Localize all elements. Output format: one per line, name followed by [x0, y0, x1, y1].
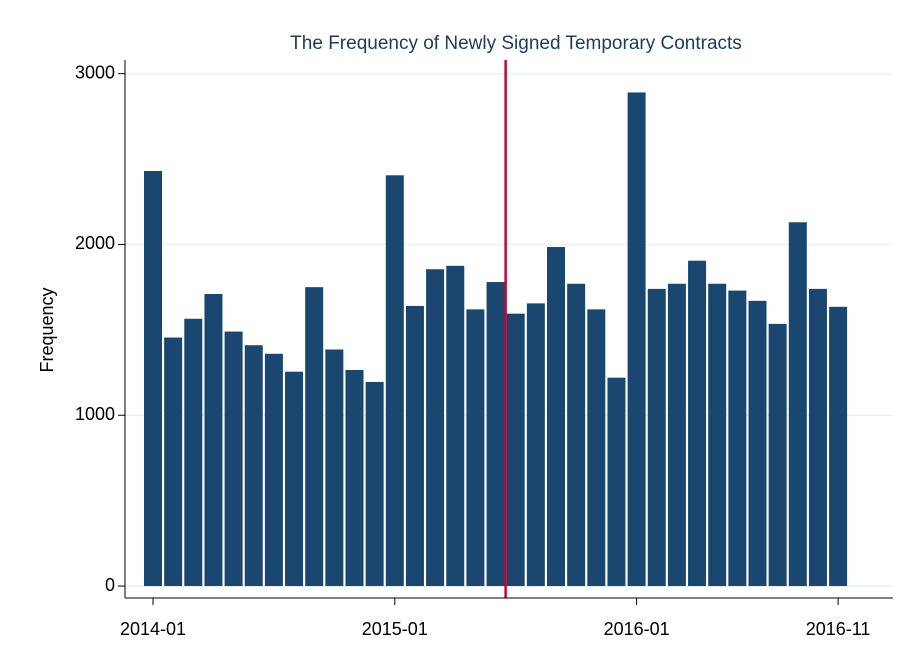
x-tick-label: 2016-11	[806, 619, 871, 639]
y-tick-label: 3000	[75, 62, 115, 82]
y-tick-label: 1000	[75, 404, 115, 424]
bar	[204, 293, 223, 587]
bar	[587, 309, 606, 587]
y-tick-label: 0	[105, 575, 115, 595]
bar	[244, 345, 263, 587]
bar	[829, 306, 848, 587]
bar	[808, 288, 827, 587]
bar	[547, 247, 565, 587]
bar	[486, 282, 505, 587]
bar	[385, 175, 404, 587]
bar	[285, 371, 304, 587]
bar	[688, 260, 707, 587]
bar	[144, 171, 162, 587]
bar	[728, 290, 747, 587]
y-axis-label: Frequency	[37, 287, 57, 372]
x-tick-label: 2015-01	[362, 619, 428, 639]
bar	[345, 369, 364, 587]
bar	[264, 353, 283, 587]
bar	[627, 92, 646, 587]
bar	[466, 309, 485, 587]
bar	[224, 331, 243, 587]
x-tick-label: 2014-01	[120, 619, 186, 639]
x-tick-label: 2016-01	[604, 619, 670, 639]
bar	[164, 337, 183, 587]
bar	[305, 287, 324, 587]
bar	[526, 303, 545, 587]
bar	[405, 305, 424, 587]
bar	[325, 349, 344, 587]
bar	[607, 377, 626, 587]
bar	[768, 323, 787, 587]
bar	[667, 283, 686, 587]
bar	[506, 313, 525, 587]
bar	[365, 381, 384, 587]
y-tick-label: 2000	[75, 233, 115, 253]
chart-title: The Frequency of Newly Signed Temporary …	[290, 33, 742, 54]
bar	[184, 318, 203, 587]
bar	[446, 265, 465, 587]
bar	[567, 283, 586, 587]
bar	[708, 283, 727, 587]
bar	[788, 222, 807, 587]
bar	[647, 288, 666, 587]
bar	[426, 269, 445, 587]
bar	[748, 300, 767, 587]
